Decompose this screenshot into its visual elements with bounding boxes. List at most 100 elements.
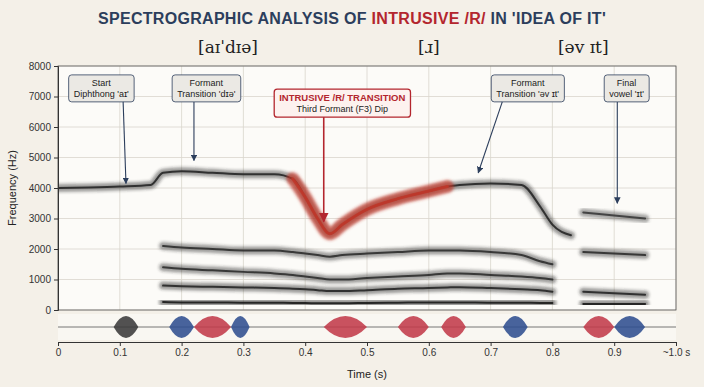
annotation-line: Transition 'əv ɪt' <box>496 89 559 99</box>
segment-label: [əv ɪt] <box>558 37 609 57</box>
y-axis-line <box>54 67 59 311</box>
annotation-box <box>491 75 564 102</box>
formant-band <box>163 286 645 295</box>
y-axis-title: Frequency (Hz) <box>6 150 18 226</box>
annotation-arrow <box>323 117 325 221</box>
annotation-box <box>274 89 410 117</box>
y-tick: 4000 <box>29 183 58 194</box>
x-tick-label: 0.9 <box>608 347 622 358</box>
formant-line <box>163 302 645 304</box>
y-tick: 8000 <box>29 61 58 72</box>
chart: SPECTROGRAPHIC ANALYSIS OF INTRUSIVE /R/… <box>0 0 704 387</box>
waveform-burst <box>583 316 614 338</box>
x-tick-mark <box>552 342 553 346</box>
x-tick: 0.3 <box>237 342 251 358</box>
x-tick: 0.2 <box>175 342 189 358</box>
formant-line <box>163 267 552 279</box>
annotation: Finalvowel 'ɪt' <box>604 75 649 203</box>
x-axis-title: Time (s) <box>347 368 387 380</box>
x-tick: 0 <box>56 342 62 358</box>
title-part: SPECTROGRAPHIC ANALYSIS OF <box>98 10 372 27</box>
y-tick-label: 1000 <box>29 274 52 285</box>
annotation-text: Finalvowel 'ɪt' <box>609 78 644 99</box>
highlight-band <box>293 179 448 234</box>
annotation-line: Transition 'dɪə' <box>177 89 236 99</box>
x-tick-label: 0.3 <box>237 347 251 358</box>
x-tick: ~1.0 s <box>663 342 691 358</box>
y-tick: 6000 <box>29 122 58 133</box>
x-tick-mark <box>614 342 615 346</box>
y-tick: 0 <box>45 305 58 316</box>
formant-line <box>58 171 571 235</box>
y-tick-label: 5000 <box>29 152 52 163</box>
annotation: FormantTransition 'dɪə' <box>172 75 241 161</box>
waveform-burst <box>114 316 139 338</box>
waveform-burst <box>441 316 466 338</box>
waveform-burst <box>194 316 231 338</box>
y-tick: 5000 <box>29 152 58 163</box>
annotation-title: INTRUSIVE /R/ TRANSITION <box>279 92 405 103</box>
x-tick: 0.6 <box>422 342 436 358</box>
x-tick-mark <box>243 342 244 346</box>
formant-line <box>583 212 645 218</box>
x-tick-label: 0.4 <box>299 347 313 358</box>
y-tick-label: 2000 <box>29 244 52 255</box>
y-tick-mark <box>54 97 58 98</box>
y-tick-mark <box>54 280 58 281</box>
x-tick: 0.4 <box>299 342 313 358</box>
x-tick: 0.8 <box>546 342 560 358</box>
formant-band <box>58 171 571 235</box>
plot-background <box>58 66 676 310</box>
annotation-text: FormantTransition 'dɪə' <box>177 78 236 99</box>
highlight-line <box>293 179 448 234</box>
y-tick-label: 6000 <box>29 122 52 133</box>
formant-band <box>163 302 645 304</box>
y-tick-mark <box>54 249 58 250</box>
annotation: FormantTransition 'əv ɪt' <box>478 75 564 173</box>
y-tick-mark <box>54 158 58 159</box>
annotation-text: StartDiphthong 'aɪ' <box>74 78 129 99</box>
annotation-box <box>172 75 241 102</box>
x-axis-line <box>59 343 677 347</box>
waveform <box>58 316 676 338</box>
segment-label: [ɹ] <box>418 37 440 57</box>
y-axis: 0 1000 2000 3000 4000 5000 6000 7000 8000 <box>29 61 59 316</box>
x-tick: 0.5 <box>361 342 375 358</box>
title: SPECTROGRAPHIC ANALYSIS OF INTRUSIVE /R/… <box>98 10 606 27</box>
x-tick-mark <box>367 342 368 346</box>
segment-label: [aɪˈdɪə] <box>198 37 258 57</box>
waveform-burst <box>169 316 194 338</box>
y-tick-mark <box>54 66 58 67</box>
x-tick: 0.9 <box>608 342 622 358</box>
x-tick-mark <box>120 342 121 346</box>
waveform-burst <box>398 316 429 338</box>
y-tick-mark <box>54 188 58 189</box>
grid <box>58 66 676 310</box>
x-tick-mark <box>429 342 430 346</box>
y-tick-label: 7000 <box>29 91 52 102</box>
waveform-burst <box>231 316 250 338</box>
annotation-arrow <box>193 102 194 161</box>
annotation: StartDiphthong 'aɪ' <box>69 75 134 184</box>
annotation-box <box>69 75 134 102</box>
y-tick-label: 3000 <box>29 213 52 224</box>
annotation-line: Diphthong 'aɪ' <box>74 89 129 99</box>
annotation-line: Third Formant (F3) Dip <box>297 104 389 114</box>
annotation-text: FormantTransition 'əv ɪt' <box>496 78 559 99</box>
annotation-arrow <box>123 102 126 184</box>
y-tick-label: 8000 <box>29 61 52 72</box>
annotation-text: INTRUSIVE /R/ TRANSITIONThird Formant (F… <box>279 92 405 114</box>
y-tick: 7000 <box>29 91 58 102</box>
y-tick-mark <box>54 127 58 128</box>
formant-band <box>583 212 645 218</box>
formant-band <box>163 246 645 264</box>
title-part: IN 'IDEA OF IT' <box>486 10 606 27</box>
y-tick: 3000 <box>29 213 58 224</box>
x-tick-label: 0 <box>56 347 62 358</box>
plot-frame <box>58 66 676 310</box>
annotation-line: Formant <box>190 78 224 88</box>
formant-band <box>163 267 552 279</box>
y-tick: 1000 <box>29 274 58 285</box>
x-tick-label: 0.1 <box>113 347 127 358</box>
x-tick-mark <box>182 342 183 346</box>
